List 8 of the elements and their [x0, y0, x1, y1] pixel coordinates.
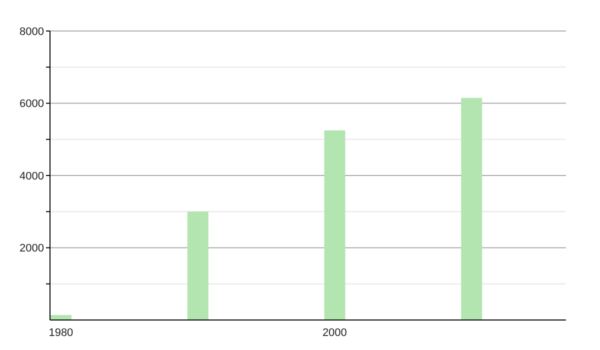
x-tick-label: 1980: [48, 326, 74, 339]
bar: [461, 98, 482, 320]
y-tick-label: 4000: [20, 170, 44, 182]
y-tick-label: 8000: [20, 26, 44, 38]
y-tick-label: 6000: [20, 98, 44, 110]
bar: [187, 212, 208, 320]
bar: [324, 130, 346, 320]
y-tick-label: 2000: [20, 242, 44, 255]
